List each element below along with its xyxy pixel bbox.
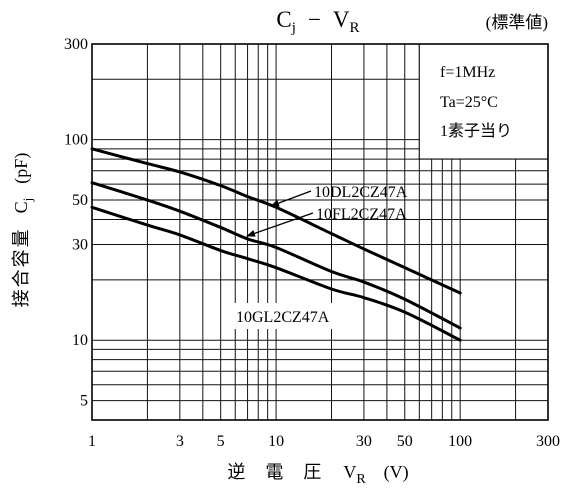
title-variable: V — [333, 7, 350, 32]
x-tick-label: 100 — [448, 433, 472, 450]
x-axis-label-symbol-sub: R — [356, 472, 366, 487]
label-background — [230, 303, 350, 329]
title-dash: − — [308, 7, 321, 32]
x-tick-label: 10 — [268, 433, 284, 450]
x-tick-label: 3 — [176, 433, 184, 450]
y-axis-label-symbol: C — [11, 201, 31, 213]
series-line-10fl2cz47a — [90, 181, 462, 330]
x-axis-label-symbol: V — [343, 462, 356, 482]
y-axis-label-symbol-sub: j — [20, 198, 35, 203]
series-label-10fl: 10FL2CZ47A — [316, 206, 407, 223]
leader-line-10dl — [270, 190, 312, 207]
series-label-10dl: 10DL2CZ47A — [314, 184, 408, 201]
title-variable-sub: R — [350, 20, 360, 36]
chart-subtitle: (標準値) — [486, 13, 548, 32]
condition-frequency: f=1MHz — [440, 64, 495, 81]
x-tick-label: 1 — [88, 433, 96, 450]
series-group — [90, 147, 462, 342]
condition-temperature: Ta=25°C — [440, 94, 498, 111]
x-tick-label: 30 — [356, 433, 372, 450]
title-symbol: C — [276, 7, 291, 32]
y-axis-label-unit: (pF) — [11, 153, 32, 184]
tick-labels: 1 3 5 10 30 50 100 300 5 10 30 50 100 300 — [64, 36, 560, 450]
y-axis-label: 接合容量 Cj (pF) — [11, 153, 35, 308]
plot-frame — [91, 43, 549, 421]
leader-line-10fl — [246, 212, 314, 237]
series-line-10gl2cz47a — [90, 205, 462, 342]
x-tick-label: 50 — [397, 433, 413, 450]
y-tick-label: 5 — [80, 393, 88, 410]
x-axis-label-unit: (V) — [384, 462, 409, 483]
y-tick-label: 50 — [72, 192, 88, 209]
y-tick-label: 100 — [64, 132, 88, 149]
x-axis-label-text: 逆電圧 — [227, 462, 341, 482]
x-axis-label: 逆電圧 VR (V) — [227, 462, 408, 487]
chart-title: Cj − VR — [276, 7, 359, 36]
series-line-10dl2cz47a — [90, 147, 462, 295]
x-tick-label: 300 — [536, 433, 560, 450]
y-tick-label: 300 — [64, 36, 88, 53]
condition-per-element: 1素子当り — [440, 122, 512, 140]
y-tick-label: 10 — [72, 332, 88, 349]
title-symbol-sub: j — [291, 20, 296, 36]
x-tick-label: 5 — [217, 433, 225, 450]
grid — [92, 44, 548, 420]
y-tick-label: 30 — [72, 237, 88, 254]
y-axis-label-text: 接合容量 — [11, 227, 31, 307]
series-label-10gl: 10GL2CZ47A — [236, 309, 330, 326]
